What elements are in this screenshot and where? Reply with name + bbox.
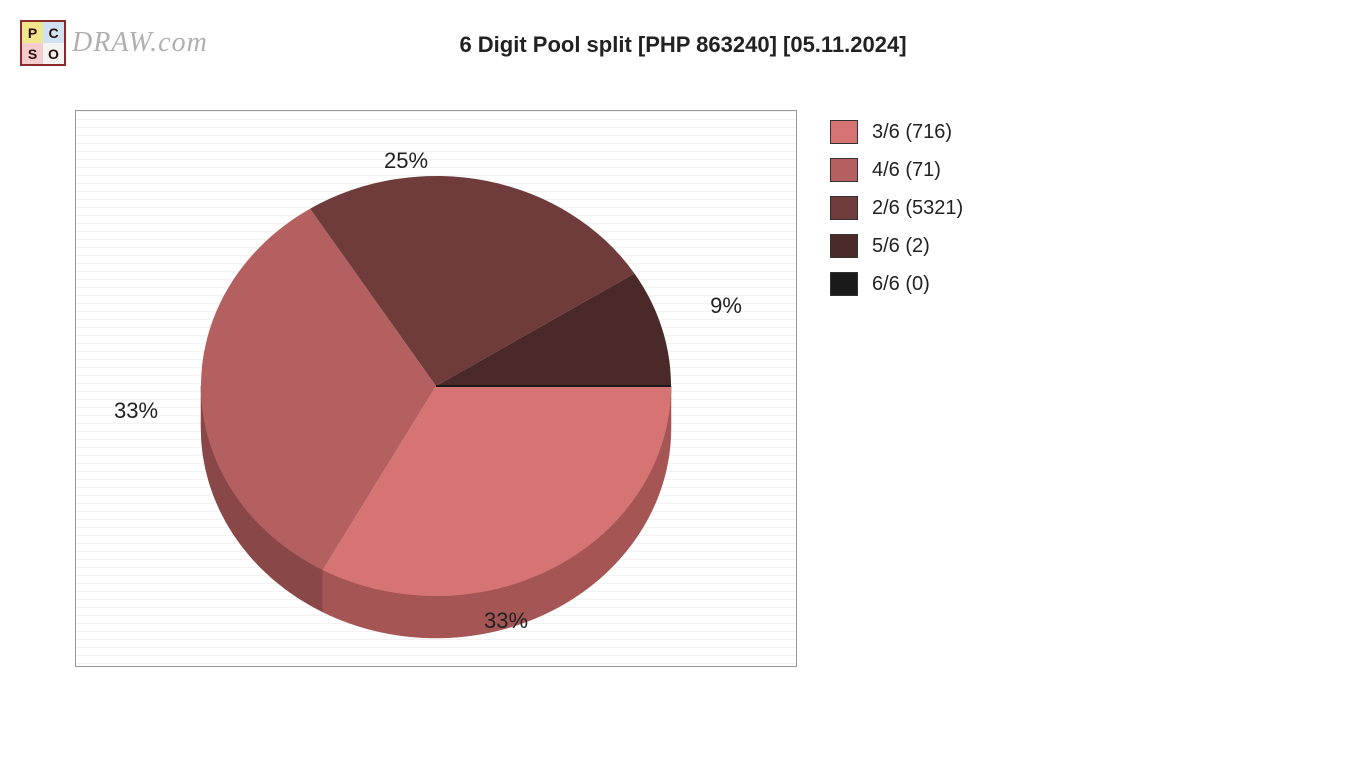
legend-item: 5/6 (2): [830, 234, 963, 258]
legend-item: 4/6 (71): [830, 158, 963, 182]
legend-label: 5/6 (2): [872, 235, 930, 258]
pie-chart: 33% 33% 25% 9%: [75, 110, 797, 667]
legend-swatch-icon: [830, 234, 858, 258]
legend-label: 3/6 (716): [872, 121, 952, 144]
chart-title: 6 Digit Pool split [PHP 863240] [05.11.2…: [0, 32, 1366, 58]
legend-swatch-icon: [830, 272, 858, 296]
pie-svg: [76, 111, 796, 666]
legend-swatch-icon: [830, 196, 858, 220]
pie-slice-percent-label: 25%: [384, 148, 428, 174]
legend-label: 4/6 (71): [872, 159, 941, 182]
pie-slice-percent-label: 9%: [710, 293, 742, 319]
pie-slice-percent-label: 33%: [484, 608, 528, 634]
legend-label: 2/6 (5321): [872, 197, 963, 220]
legend-label: 6/6 (0): [872, 273, 930, 296]
pie-slice-percent-label: 33%: [114, 398, 158, 424]
legend-swatch-icon: [830, 120, 858, 144]
legend-item: 6/6 (0): [830, 272, 963, 296]
legend-item: 2/6 (5321): [830, 196, 963, 220]
chart-legend: 3/6 (716) 4/6 (71) 2/6 (5321) 5/6 (2) 6/6 (0…: [830, 120, 963, 310]
legend-item: 3/6 (716): [830, 120, 963, 144]
legend-swatch-icon: [830, 158, 858, 182]
